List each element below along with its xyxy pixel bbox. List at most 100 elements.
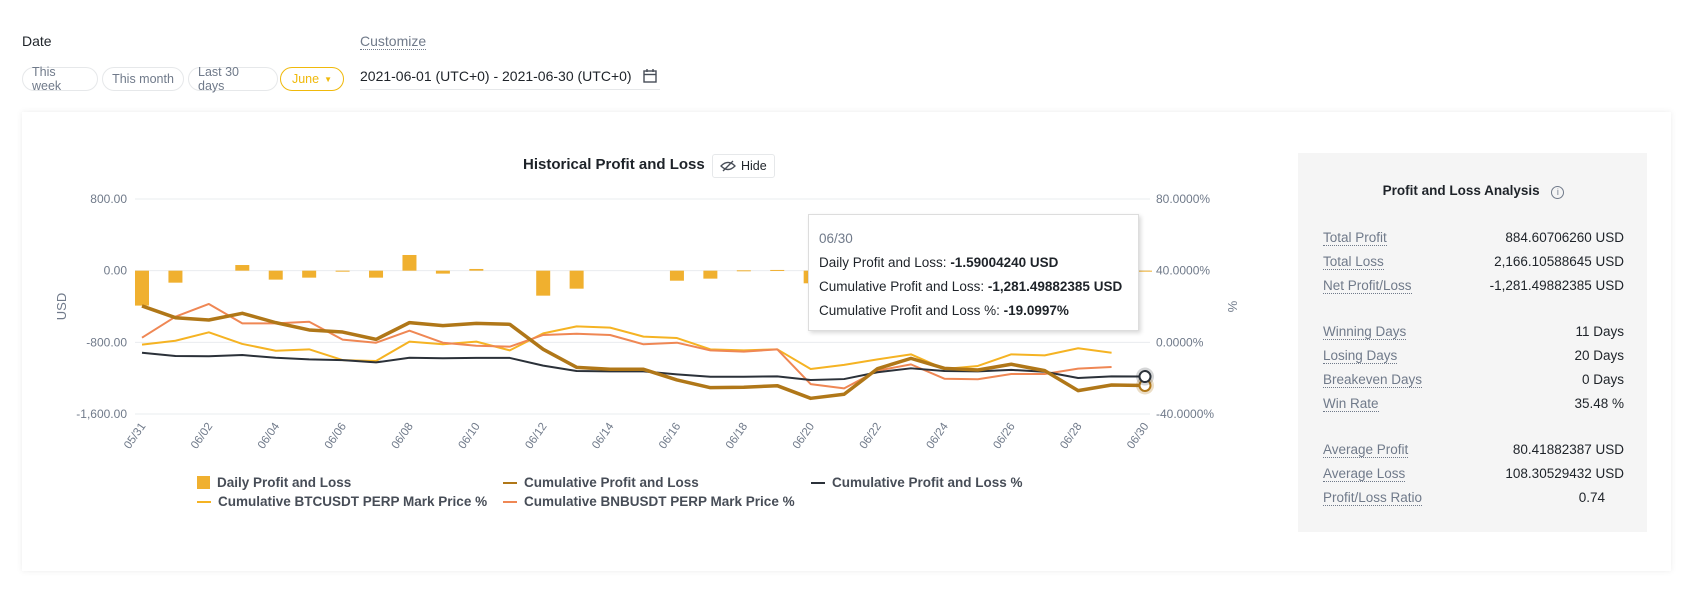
analysis-key[interactable]: Total Profit — [1323, 230, 1387, 246]
y2-tick-label: -40.0000% — [1156, 407, 1214, 421]
legend-swatch-line — [197, 500, 211, 503]
y-tick-label: -1,600.00 — [76, 407, 127, 421]
analysis-key[interactable]: Winning Days — [1323, 324, 1407, 340]
x-tick-label: 06/30 — [1125, 421, 1151, 451]
daily-pnl-bar — [369, 270, 384, 278]
calendar-icon[interactable] — [642, 68, 658, 84]
legend-label: Cumulative BNBUSDT PERP Mark Price % — [524, 494, 795, 509]
caret-down-icon: ▼ — [324, 74, 333, 84]
analysis-row: Profit/Loss Ratio 0.74 — [1323, 490, 1605, 506]
analysis-key[interactable]: Net Profit/Loss — [1323, 278, 1412, 294]
analysis-row: Win Rate 35.48 % — [1323, 396, 1624, 412]
date-range-input[interactable]: 2021-06-01 (UTC+0) - 2021-06-30 (UTC+0) — [360, 62, 660, 90]
daily-pnl-bar — [302, 270, 317, 278]
daily-pnl-bar — [168, 270, 183, 283]
daily-pnl-bar — [435, 270, 450, 274]
analysis-value: 2,166.10588645 USD — [1494, 254, 1624, 269]
x-tick-label: 06/28 — [1058, 421, 1084, 451]
legend-btc[interactable]: Cumulative BTCUSDT PERP Mark Price % — [197, 494, 487, 509]
eye-off-icon — [720, 160, 736, 172]
info-icon[interactable]: i — [1551, 186, 1565, 199]
legend-daily[interactable]: Daily Profit and Loss — [197, 475, 351, 490]
legend-swatch-bar — [197, 476, 210, 489]
legend-swatch-line — [811, 481, 825, 484]
y2-axis-label: % — [1225, 301, 1240, 313]
daily-pnl-bar — [135, 270, 149, 306]
series-line-3 — [141, 325, 1112, 371]
legend-cumulative[interactable]: Cumulative Profit and Loss — [503, 475, 699, 490]
preset-last-30-days[interactable]: Last 30 days — [188, 65, 278, 93]
tooltip-label: Cumulative Profit and Loss: — [819, 279, 988, 294]
legend-label: Daily Profit and Loss — [217, 475, 352, 490]
analysis-key[interactable]: Average Profit — [1323, 442, 1409, 458]
month-select[interactable]: June ▼ — [280, 67, 344, 91]
analysis-value: 11 Days — [1575, 324, 1624, 339]
y-tick-label: 800.00 — [90, 192, 127, 206]
analysis-key[interactable]: Losing Days — [1323, 348, 1398, 364]
tooltip-date: 06/30 — [819, 231, 853, 246]
analysis-row: Average Profit 80.41882387 USD — [1323, 442, 1624, 458]
daily-pnl-bar — [736, 270, 751, 272]
tooltip-value: -19.0997% — [1003, 303, 1069, 318]
tooltip-row-cumulative: Cumulative Profit and Loss: -1,281.49882… — [819, 275, 1128, 299]
analysis-key[interactable]: Total Loss — [1323, 254, 1384, 270]
x-tick-label: 06/06 — [323, 421, 349, 451]
analysis-value: 884.60706260 USD — [1505, 230, 1624, 245]
tooltip-value: -1.59004240 USD — [950, 255, 1059, 270]
daily-pnl-bar — [469, 268, 484, 271]
x-tick-label: 05/31 — [122, 421, 148, 451]
analysis-row: Total Profit 884.60706260 USD — [1323, 230, 1624, 246]
daily-pnl-bar — [703, 270, 718, 279]
hover-point — [1138, 370, 1152, 384]
x-tick-label: 06/08 — [390, 421, 416, 451]
chart-title: Historical Profit and Loss — [523, 156, 705, 173]
legend-label: Cumulative Profit and Loss — [524, 475, 699, 490]
hide-button[interactable]: Hide — [712, 154, 775, 178]
y-tick-label: 0.00 — [104, 264, 128, 278]
analysis-value: -1,281.49882385 USD — [1489, 278, 1624, 293]
legend-swatch-line — [503, 481, 517, 484]
date-range-value: 2021-06-01 (UTC+0) - 2021-06-30 (UTC+0) — [360, 67, 632, 84]
y2-tick-label: 40.0000% — [1156, 264, 1210, 278]
analysis-value: 108.30529432 USD — [1505, 466, 1624, 481]
daily-pnl-bar — [669, 270, 684, 281]
daily-pnl-bar — [1138, 270, 1152, 272]
hide-label: Hide — [741, 159, 767, 173]
preset-this-month[interactable]: This month — [102, 67, 184, 91]
analysis-row: Losing Days 20 Days — [1323, 348, 1624, 364]
tooltip-row-cumulative-pct: Cumulative Profit and Loss %: -19.0997% — [819, 299, 1128, 323]
preset-this-week[interactable]: This week — [22, 65, 98, 93]
tooltip-row-daily: Daily Profit and Loss: -1.59004240 USD — [819, 251, 1128, 275]
legend-cumulative-pct[interactable]: Cumulative Profit and Loss % — [811, 475, 1023, 490]
daily-pnl-bar — [569, 270, 584, 289]
tooltip-label: Daily Profit and Loss: — [819, 255, 951, 270]
analysis-row: Breakeven Days 0 Days — [1323, 372, 1624, 388]
analysis-key[interactable]: Average Loss — [1323, 466, 1406, 482]
legend-label: Cumulative BTCUSDT PERP Mark Price % — [218, 494, 488, 509]
legend-bnb[interactable]: Cumulative BNBUSDT PERP Mark Price % — [503, 494, 795, 509]
legend-label: Cumulative Profit and Loss % — [832, 475, 1023, 490]
analysis-row: Winning Days 11 Days — [1323, 324, 1624, 340]
x-tick-label: 06/24 — [925, 420, 952, 451]
analysis-row: Total Loss 2,166.10588645 USD — [1323, 254, 1624, 270]
daily-pnl-bar — [335, 270, 350, 272]
analysis-key[interactable]: Breakeven Days — [1323, 372, 1423, 388]
x-tick-label: 06/02 — [189, 421, 215, 451]
analysis-key[interactable]: Win Rate — [1323, 396, 1379, 412]
y-axis-label: USD — [54, 293, 69, 320]
date-label: Date — [22, 33, 52, 49]
tooltip-value: -1,281.49882385 USD — [987, 279, 1123, 294]
analysis-title-text: Profit and Loss Analysis — [1382, 183, 1540, 198]
y-tick-label: -800.00 — [86, 335, 127, 349]
customize-link[interactable]: Customize — [360, 33, 427, 50]
analysis-row: Net Profit/Loss -1,281.49882385 USD — [1323, 278, 1624, 294]
analysis-title: Profit and Loss Analysis i — [1323, 183, 1624, 199]
x-tick-label: 06/22 — [858, 421, 884, 451]
analysis-row: Average Loss 108.30529432 USD — [1323, 466, 1624, 482]
x-tick-label: 06/20 — [791, 421, 817, 451]
series-line-4 — [141, 302, 1112, 390]
daily-pnl-bar — [268, 270, 283, 280]
x-tick-label: 06/18 — [724, 421, 750, 451]
analysis-key[interactable]: Profit/Loss Ratio — [1323, 490, 1423, 506]
analysis-value: 0 Days — [1581, 372, 1624, 387]
